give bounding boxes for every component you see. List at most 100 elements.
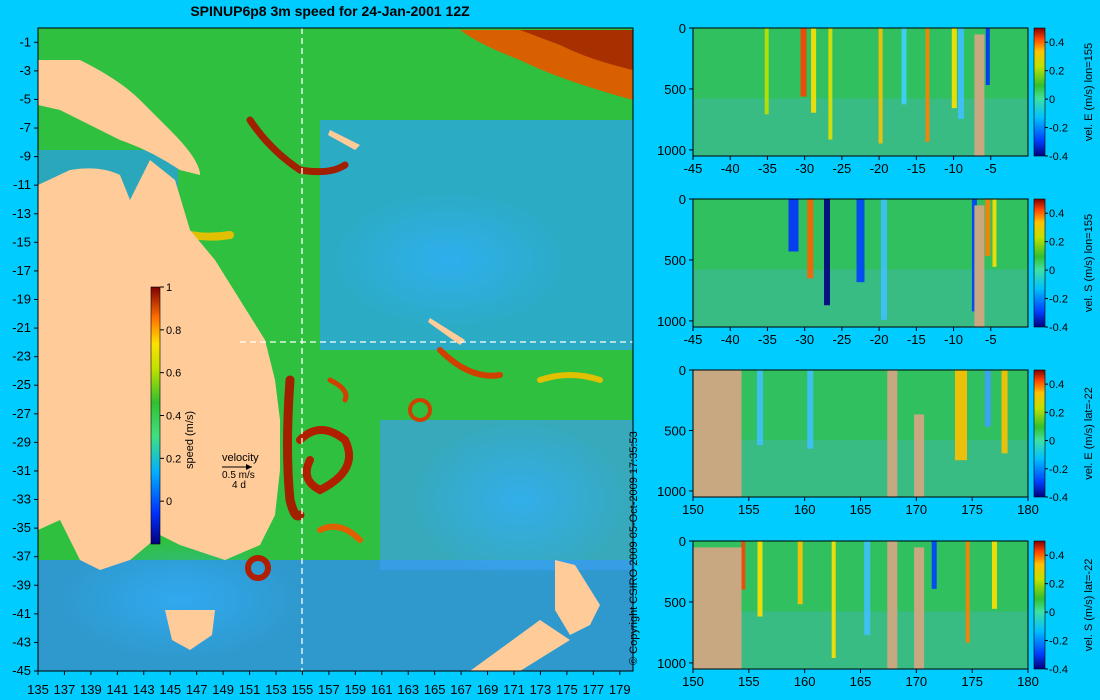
velocity-key-duration: 4 d: [232, 480, 246, 491]
speed-colorbar-ticks: 0 0.2 0.4 0.6 0.8 1: [160, 282, 181, 508]
map-y-tick-label: -11: [13, 177, 31, 192]
section-colorbar: [1033, 369, 1046, 498]
map-y-tick-label: -37: [12, 549, 31, 564]
new-caledonia: [428, 318, 465, 345]
map-x-tick-label: 165: [424, 682, 446, 697]
section-x-tick-label: 165: [850, 502, 872, 517]
speed-colorbar-label: speed (m/s): [184, 411, 196, 469]
section-streak: [757, 370, 763, 445]
section-streak: [925, 28, 930, 142]
map-x-tick-label: 177: [582, 682, 604, 697]
section-streak: [985, 28, 990, 86]
section-streak: [741, 541, 746, 590]
section-colorbar-tick-label: 0: [1049, 265, 1055, 277]
section-streak: [807, 370, 814, 449]
section-x-tick-label: -45: [684, 332, 703, 347]
section-x-tick-label: -45: [684, 161, 703, 176]
map-y-tick-label: -21: [12, 320, 31, 335]
map-y-tick-label: -45: [12, 663, 31, 678]
section-y-tick-label: 500: [664, 253, 686, 268]
velocity-key-label: velocity: [222, 452, 259, 464]
section-x-tick-label: 160: [794, 674, 816, 689]
section-colorbar-tick-label: -0.2: [1049, 464, 1068, 476]
section-x-tick-label: -40: [721, 161, 740, 176]
map-x-tick-label: 163: [397, 682, 419, 697]
copyright-notice: © Copyright CSIRO 2009 05-Oct-2009 17:35…: [628, 431, 640, 665]
section-seafloor: [974, 34, 985, 156]
map-x-tick-label: 151: [239, 682, 261, 697]
section-streak: [807, 199, 814, 279]
section-streak: [992, 199, 997, 267]
section-seafloor: [887, 370, 898, 497]
map-x-tick-label: 161: [371, 682, 393, 697]
section-x-tick-label: -35: [758, 161, 777, 176]
map-x-tick-label: 147: [186, 682, 208, 697]
section-y-tick-label: 0: [679, 534, 686, 549]
section-ylabel: vel. E (m/s) lon=155: [1083, 43, 1095, 141]
map-x-tick-label: 139: [80, 682, 102, 697]
map-x-tick-label: 149: [212, 682, 234, 697]
map-x-tick-label: 145: [159, 682, 181, 697]
speed-colorbar-tick-label: 0.4: [166, 411, 181, 423]
map-x-tick-label: 179: [609, 682, 631, 697]
section-x-tick-label: -30: [795, 161, 814, 176]
section-colorbar-tick-label: -0.2: [1049, 294, 1068, 306]
map-y-tick-label: -31: [12, 463, 31, 478]
section-colorbar-tick-label: 0.4: [1049, 37, 1064, 49]
section-panel-3: 150 155 160 165 170 175 180 0 500 1000 0.4 0.2 0 -0.2…: [657, 363, 1095, 517]
section-streak: [811, 28, 817, 113]
map-x-tick-label: 157: [318, 682, 340, 697]
section-streak: [797, 541, 803, 605]
map-y-tick-label: -15: [12, 234, 31, 249]
section-panel-1: -45 -40 -35 -30 -25 -20 -15 -10 -5 0 500 1000 0.4 0.2…: [657, 21, 1095, 176]
section-colorbar-tick-label: -0.4: [1049, 322, 1068, 334]
section-panel-4: 150 155 160 165 170 175 180 0 500 1000 0.4 0.2 0 -0.2…: [657, 534, 1095, 689]
section-colorbar-tick-label: 0.4: [1049, 550, 1064, 562]
map-x-tick-label: 135: [27, 682, 49, 697]
map-x-tick-label: 171: [503, 682, 525, 697]
section-colorbar-tick-label: -0.2: [1049, 636, 1068, 648]
section-streak: [931, 541, 937, 589]
section-x-tick-label: 155: [738, 674, 760, 689]
section-x-tick-label: 175: [961, 502, 983, 517]
section-streak: [951, 28, 957, 109]
section-frame: [692, 27, 1029, 157]
speed-colorbar-tick-label: 0.6: [166, 368, 181, 380]
section-x-tick-label: 155: [738, 502, 760, 517]
section-x-tick-label: 160: [794, 502, 816, 517]
velocity-key: velocity 0.5 m/s 4 d: [222, 452, 259, 491]
figure-title: SPINUP6p8 3m speed for 24-Jan-2001 12Z: [190, 3, 470, 19]
new-zealand-north: [555, 560, 600, 635]
speed-colorbar-tick-label: 0.8: [166, 325, 181, 337]
section-x-tick-label: -5: [985, 161, 997, 176]
section-streak: [788, 199, 799, 252]
map-y-tick-label: -23: [12, 349, 31, 364]
map-x-tick-label: 159: [344, 682, 366, 697]
section-x-tick-label: -5: [985, 332, 997, 347]
section-streak: [992, 541, 997, 609]
map-y-axis: -1 -3 -5 -7 -9 -11 -13 -15 -17 -19 -21 -23 -25 -27 -29…: [12, 34, 38, 678]
section-streak: [864, 541, 871, 635]
section-ylabel: vel. S (m/s) lon=155: [1083, 214, 1095, 312]
section-x-tick-label: -20: [870, 332, 889, 347]
speed-colorbar-tick-label: 0.2: [166, 453, 181, 465]
map-frame: [37, 27, 634, 672]
section-streak: [958, 28, 964, 119]
map-y-tick-label: -9: [19, 149, 31, 164]
section-streak: [878, 28, 883, 144]
tasmania: [165, 610, 215, 650]
map-y-tick-label: -13: [12, 206, 31, 221]
section-ylabel: vel. E (m/s) lat=-22: [1083, 387, 1095, 480]
section-colorbar: [1033, 27, 1046, 157]
map-x-tick-label: 169: [477, 682, 499, 697]
section-y-tick-label: 1000: [657, 143, 686, 158]
section-deep-shade: [693, 439, 1028, 497]
section-streak: [856, 199, 865, 283]
velocity-key-arrowhead: [246, 464, 252, 470]
section-colorbar-tick-label: 0.2: [1049, 66, 1064, 78]
section-x-tick-label: -15: [907, 161, 926, 176]
section-seafloor: [914, 547, 925, 669]
section-ylabel: vel. S (m/s) lat=-22: [1083, 559, 1095, 652]
section-seafloor: [887, 541, 898, 669]
velocity-key-speed: 0.5 m/s: [222, 470, 255, 481]
